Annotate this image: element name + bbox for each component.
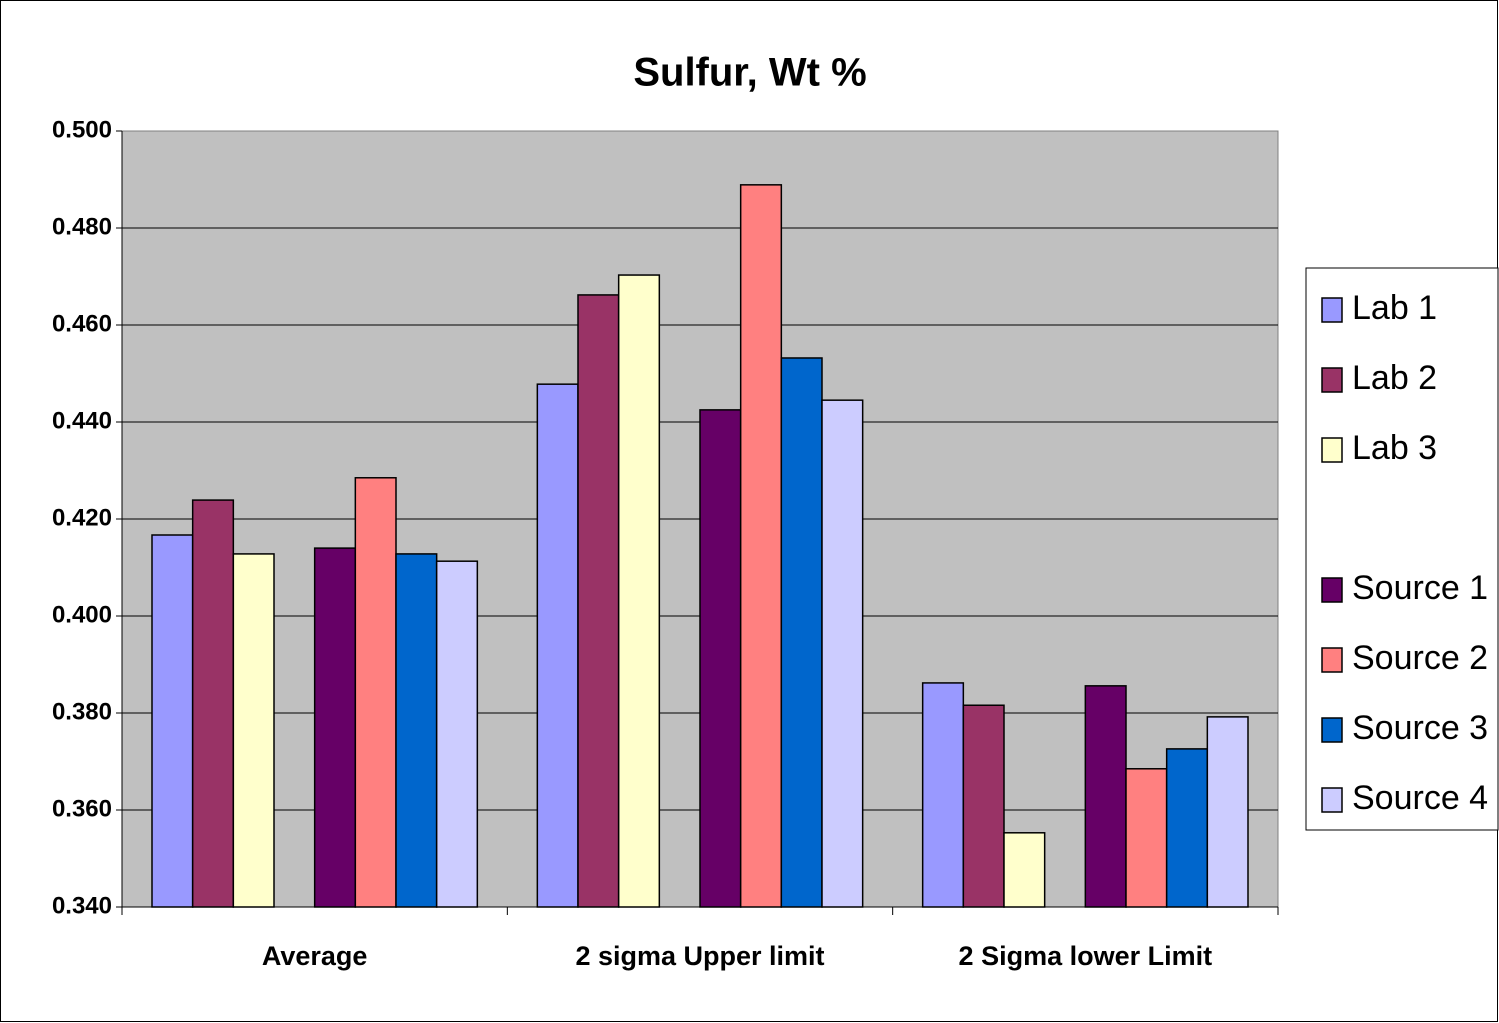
legend-swatch — [1321, 787, 1343, 813]
bar — [617, 274, 661, 908]
bar — [577, 294, 620, 908]
chart-title: Sulfur, Wt % — [633, 51, 866, 95]
bar — [395, 553, 438, 908]
legend-label: Source 2 — [1352, 639, 1488, 677]
x-tick-label: 2 sigma Upper limit — [575, 941, 824, 971]
bar — [151, 534, 194, 908]
bar — [921, 682, 965, 908]
bar — [313, 547, 357, 908]
legend-swatch — [1321, 577, 1343, 603]
bar — [536, 383, 579, 908]
bar — [699, 409, 742, 908]
bar — [1165, 748, 1209, 908]
bar — [1125, 768, 1168, 908]
bar — [780, 357, 823, 908]
legend-swatch — [1321, 717, 1343, 743]
bar — [739, 184, 783, 908]
bar — [1206, 716, 1249, 908]
y-tick-label: 0.340 — [52, 892, 112, 919]
legend-label: Source 4 — [1352, 779, 1488, 817]
bar — [1003, 832, 1046, 908]
y-tick-label: 0.480 — [52, 213, 112, 240]
y-tick-label: 0.460 — [52, 310, 112, 337]
bar — [191, 499, 235, 908]
bar — [435, 560, 479, 908]
x-tick-label: 2 Sigma lower Limit — [959, 941, 1213, 971]
y-tick-label: 0.360 — [52, 795, 112, 822]
legend-label: Lab 3 — [1352, 429, 1437, 467]
legend-label: Source 3 — [1352, 709, 1488, 747]
y-tick-label: 0.380 — [52, 698, 112, 725]
bar — [1084, 685, 1127, 908]
bar — [821, 399, 864, 908]
y-tick-label: 0.500 — [52, 116, 112, 143]
legend-label: Lab 2 — [1352, 359, 1437, 397]
legend-label: Source 1 — [1352, 569, 1488, 607]
legend-swatch — [1321, 647, 1343, 673]
bar — [354, 477, 397, 908]
legend-label: Lab 1 — [1352, 289, 1437, 327]
legend-swatch — [1321, 437, 1343, 463]
x-tick-label: Average — [262, 941, 368, 971]
bar — [962, 704, 1005, 908]
legend-swatch — [1321, 367, 1343, 393]
bar — [232, 553, 275, 908]
y-tick-label: 0.440 — [52, 407, 112, 434]
y-tick-label: 0.400 — [52, 601, 112, 628]
y-tick-label: 0.420 — [52, 504, 112, 531]
legend-swatch — [1321, 297, 1343, 323]
